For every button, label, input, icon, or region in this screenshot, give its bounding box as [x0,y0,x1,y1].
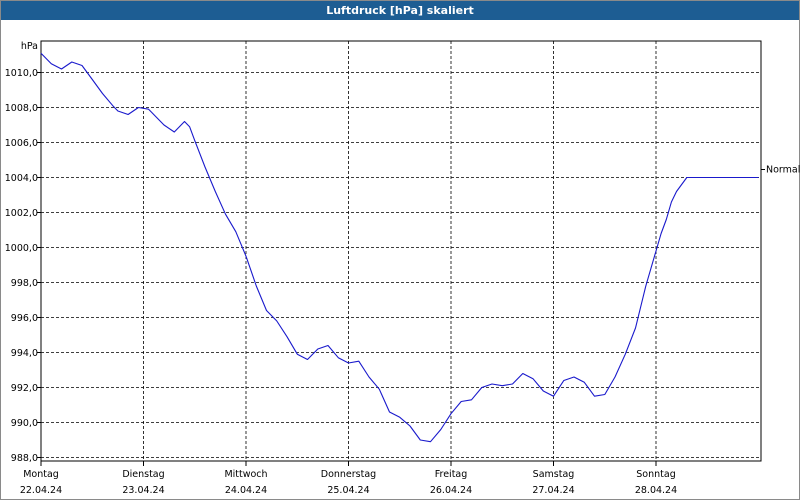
x-tick-label-day: Sonntag [636,469,675,480]
x-tick-label-date: 25.04.24 [327,485,369,496]
x-tick-label-day: Freitag [435,469,468,480]
x-tick-label-day: Mittwoch [224,469,267,480]
x-tick-label-day: Samstag [533,469,575,480]
y-tick-label: 1008,0 [5,103,38,114]
x-tick-label-date: 23.04.24 [122,485,164,496]
y-tick-label: 988,0 [11,453,38,464]
y-tick-label: 1000,0 [5,243,38,254]
x-tick-label-date: 27.04.24 [532,485,574,496]
normal-label: Normal [766,165,800,176]
pressure-series-line [40,52,759,443]
y-tick-label: 998,0 [11,278,38,289]
y-tick-label: 1004,0 [5,173,38,184]
y-tick-label: 1010,0 [5,68,38,79]
x-tick-label-day: Montag [23,469,59,480]
plot-border [40,40,762,462]
y-tick-label: 990,0 [11,418,38,429]
x-tick-label-date: 24.04.24 [225,485,267,496]
y-tick-label: 992,0 [11,383,38,394]
y-tick-label: 996,0 [11,313,38,324]
x-tick-label-date: 22.04.24 [20,485,62,496]
x-tick-label-day: Dienstag [122,469,164,480]
x-tick-label-day: Donnerstag [321,469,376,480]
y-tick-label: 1002,0 [5,208,38,219]
x-tick-label-date: 26.04.24 [430,485,472,496]
y-tick-label: 1006,0 [5,138,38,149]
y-axis-unit-label: hPa [21,41,38,52]
plot-area [41,41,761,461]
y-tick-label: 994,0 [11,348,38,359]
chart-title: Luftdruck [hPa] skaliert [1,1,799,20]
x-tick-label-date: 28.04.24 [635,485,677,496]
